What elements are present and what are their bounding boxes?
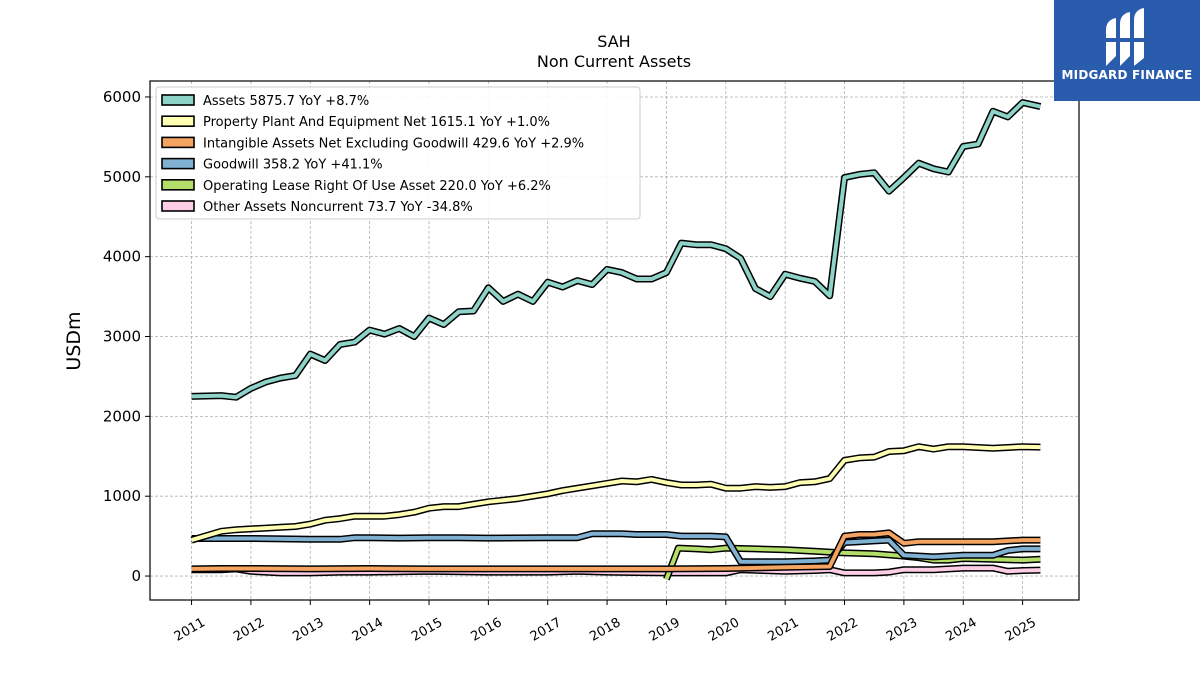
series-line [191, 444, 1041, 543]
series-assets [191, 99, 1042, 401]
series-line [191, 100, 1041, 400]
legend-label: Assets 5875.7 YoY +8.7% [203, 94, 369, 109]
series-line [191, 531, 1041, 564]
y-tick-label: 3000 [103, 328, 141, 346]
series-goodwill [191, 530, 1041, 566]
x-axis-ticks: 2011 2012 2013 2014 2015 2016 2017 2018 2019 2020… [172, 600, 1039, 645]
series-line [191, 566, 1041, 575]
x-tick-label: 2020 [706, 615, 742, 645]
series-property-plant-and-equipment-net [190, 443, 1041, 544]
x-tick-label: 2025 [1003, 615, 1039, 645]
x-tick-label: 2024 [943, 615, 979, 645]
legend-swatch [161, 200, 195, 212]
y-axis-ticks: 0 1000 2000 3000 4000 5000 6000 [103, 88, 150, 585]
x-tick-label: 2021 [765, 615, 801, 645]
x-tick-label: 2018 [587, 615, 623, 645]
legend-swatch [161, 94, 195, 106]
logo-text: MIDGARD FINANCE [1061, 68, 1193, 82]
series-intangible-assets-net-excluding-goodwill [191, 529, 1041, 573]
legend-label: Property Plant And Equipment Net 1615.1 … [203, 115, 550, 130]
x-tick-label: 2013 [290, 615, 326, 645]
x-tick-label: 2022 [825, 615, 861, 645]
y-tick-label: 4000 [103, 248, 141, 266]
series-other-assets-noncurrent [191, 564, 1041, 577]
y-tick-label: 5000 [103, 168, 141, 186]
plot-frame [149, 80, 1080, 601]
legend-label: Other Assets Noncurrent 73.7 YoY -34.8% [203, 200, 473, 215]
x-tick-label: 2011 [172, 615, 208, 645]
series-line [191, 530, 1041, 571]
legend-swatch [161, 179, 195, 191]
legend-item: Property Plant And Equipment Net 1615.1 … [161, 115, 550, 130]
x-tick-label: 2017 [528, 615, 564, 645]
y-axis-label: USDm [63, 311, 85, 370]
y-tick-label: 2000 [103, 407, 141, 425]
legend-label: Goodwill 358.2 YoY +41.1% [203, 158, 383, 173]
chart-title: SAH [597, 32, 630, 51]
legend: Assets 5875.7 YoY +8.7% Property Plant An… [155, 86, 641, 220]
legend-item: Assets 5875.7 YoY +8.7% [161, 94, 369, 109]
x-tick-label: 2014 [350, 615, 386, 645]
legend-item: Other Assets Noncurrent 73.7 YoY -34.8% [161, 200, 473, 215]
x-tick-label: 2016 [469, 615, 505, 645]
logo: MIDGARD FINANCE [1054, 0, 1200, 101]
legend-item: Intangible Assets Net Excluding Goodwill… [161, 136, 584, 151]
legend-swatch [161, 157, 195, 170]
legend-label: Operating Lease Right Of Use Asset 220.0… [203, 179, 551, 194]
legend-swatch [161, 136, 195, 149]
logo-mark-icon [1102, 8, 1150, 66]
x-tick-label: 2019 [647, 615, 683, 645]
legend-swatch [161, 115, 195, 127]
series-outline [190, 443, 1041, 544]
y-tick-label: 0 [131, 567, 141, 585]
legend-box [155, 86, 641, 220]
y-tick-label: 6000 [103, 88, 141, 106]
chart-subtitle: Non Current Assets [537, 52, 691, 71]
legend-item: Goodwill 358.2 YoY +41.1% [161, 157, 383, 173]
y-tick-label: 1000 [103, 487, 141, 505]
x-tick-label: 2015 [409, 615, 445, 645]
x-tick-label: 2012 [231, 615, 267, 645]
x-tick-label: 2023 [884, 615, 920, 645]
legend-label: Intangible Assets Net Excluding Goodwill… [203, 136, 584, 151]
series-lines [190, 99, 1042, 581]
legend-item: Operating Lease Right Of Use Asset 220.0… [161, 179, 551, 194]
